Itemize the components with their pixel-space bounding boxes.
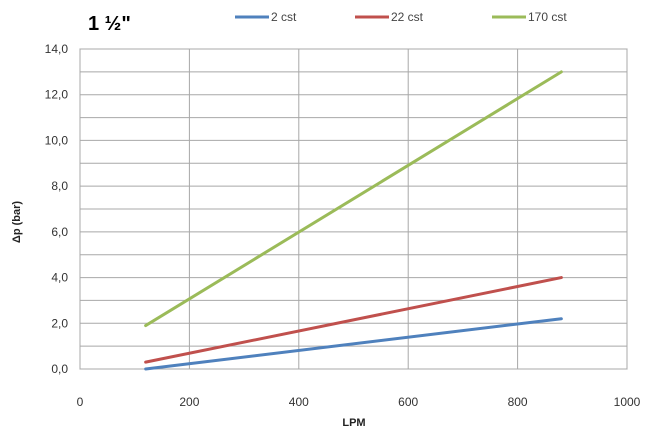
series-line-0 [144,317,563,371]
x-tick-label: 0 [77,395,84,409]
x-axis-label: LPM [342,417,365,429]
y-axis-label: Δp (bar) [11,201,23,243]
y-tick-label: 2,0 [51,316,68,330]
y-tick-label: 14,0 [45,42,69,56]
x-tick-label: 600 [398,395,418,409]
y-tick-label: 4,0 [51,271,68,285]
legend-label-0: 2 cst [271,10,297,24]
series-line-2 [144,70,563,328]
chart-title: 1 ½" [88,13,131,35]
series-line-1 [144,276,563,364]
y-tick-label: 0,0 [51,362,68,376]
y-tick-label: 12,0 [45,88,69,102]
legend: 2 cst 22 cst 170 cst [235,10,567,24]
grid [79,48,628,370]
x-tick-label: 400 [289,395,309,409]
plot-lines [144,70,563,371]
x-tick-label: 1000 [614,395,641,409]
y-tick-label: 10,0 [45,133,69,147]
x-tick-label: 200 [179,395,199,409]
x-tick-label: 800 [508,395,528,409]
y-tick-label: 8,0 [51,179,68,193]
y-axis-ticks: 0,0 2,0 4,0 6,0 8,0 10,0 12,0 14,0 [45,42,69,376]
legend-label-1: 22 cst [391,10,424,24]
x-axis-ticks: 0 200 400 600 800 1000 [77,395,641,409]
y-tick-label: 6,0 [51,225,68,239]
legend-label-2: 170 cst [528,10,567,24]
